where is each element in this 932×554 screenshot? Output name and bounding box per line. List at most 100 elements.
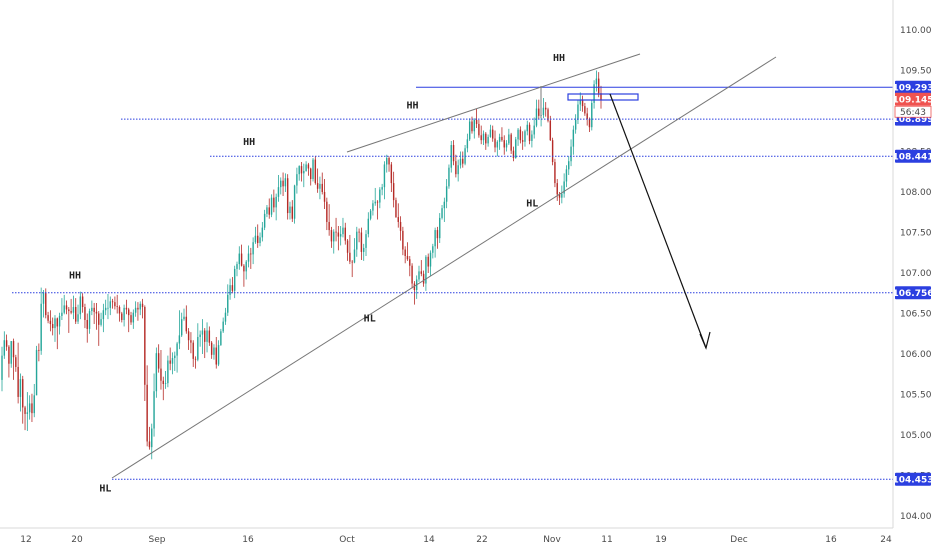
candle-body: [257, 236, 258, 243]
candle-body: [391, 164, 392, 183]
candle-body: [467, 139, 468, 148]
candle-body: [333, 232, 334, 242]
level-price-tag-text: 104.453: [893, 475, 932, 485]
candle-body: [255, 236, 256, 242]
candle-body: [589, 119, 590, 127]
candle-body: [15, 357, 16, 367]
candle-body: [128, 309, 129, 315]
candle-body: [508, 134, 509, 143]
y-tick-label: 105.000: [900, 431, 932, 441]
candle-body: [368, 219, 369, 234]
candle-body: [96, 312, 97, 314]
candle-body: [232, 285, 233, 291]
candle-body: [57, 318, 58, 326]
candle-body: [213, 348, 214, 355]
candle-body: [243, 266, 244, 272]
candle-body: [140, 304, 141, 310]
candle-body: [552, 140, 553, 162]
candle-body: [137, 308, 138, 310]
candle-body: [59, 316, 60, 327]
candle-body: [370, 211, 371, 219]
candle-body: [524, 131, 525, 142]
candle-body: [381, 187, 382, 189]
candle-body: [439, 218, 440, 238]
candle-body: [135, 308, 136, 313]
candle-body: [303, 171, 304, 173]
candle-body: [165, 383, 166, 384]
candle-body: [533, 126, 534, 135]
candle-body: [510, 134, 511, 150]
candle-body: [22, 379, 23, 407]
candle-body: [365, 234, 366, 248]
candle-body: [388, 158, 389, 164]
candle-body: [80, 296, 81, 314]
candle-body: [517, 130, 518, 140]
candle-body: [285, 178, 286, 186]
candle-body: [308, 164, 309, 168]
candle-body: [98, 314, 99, 325]
candle-body: [349, 253, 350, 262]
candle-body: [499, 137, 500, 142]
candle-body: [209, 331, 210, 343]
candle-body: [469, 122, 470, 140]
candle-body: [43, 292, 44, 303]
candle-body: [315, 160, 316, 183]
candle-body: [543, 108, 544, 115]
candle-body: [93, 308, 94, 312]
candle-body: [345, 228, 346, 241]
candle-body: [379, 190, 380, 203]
candle-body: [126, 308, 127, 310]
candle-body: [172, 358, 173, 364]
swing-label-hh: HH: [69, 271, 81, 282]
candle-body: [536, 109, 537, 126]
x-tick-label: Oct: [339, 535, 355, 545]
candle-body: [107, 308, 108, 309]
candle-body: [494, 139, 495, 148]
candle-body: [188, 331, 189, 340]
candle-body: [298, 166, 299, 174]
candle-body: [273, 198, 274, 208]
candle-body: [545, 108, 546, 110]
candle-body: [24, 407, 25, 413]
candle-body: [91, 308, 92, 311]
candle-body: [441, 208, 442, 218]
candle-body: [121, 314, 122, 320]
candle-body: [474, 120, 475, 131]
candle-body: [202, 331, 203, 335]
candle-body: [112, 301, 113, 302]
candle-body: [181, 319, 182, 335]
candle-body: [100, 319, 101, 325]
y-tick-label: 110.000: [900, 26, 932, 36]
candle-body: [393, 183, 394, 200]
candle-body: [372, 203, 373, 210]
candle-body: [227, 295, 228, 313]
candle-body: [448, 168, 449, 187]
candle-body: [457, 165, 458, 174]
candle-body: [324, 192, 325, 202]
candle-body: [591, 103, 592, 127]
candle-body: [351, 262, 352, 263]
candle-body: [280, 181, 281, 187]
candle-body: [220, 331, 221, 345]
candle-body: [497, 142, 498, 148]
candle-body: [167, 360, 168, 383]
candle-body: [222, 322, 223, 332]
candle-body: [142, 304, 143, 307]
candle-body: [287, 178, 288, 213]
candle-body: [342, 228, 343, 234]
candle-body: [259, 237, 260, 243]
candle-body: [31, 403, 32, 413]
candle-body: [361, 233, 362, 252]
x-tick-label: Nov: [543, 535, 561, 545]
candle-body: [561, 194, 562, 198]
candle-body: [453, 145, 454, 161]
swing-label-hh: HH: [407, 101, 419, 112]
candle-body: [568, 161, 569, 169]
candle-body: [476, 120, 477, 124]
candle-body: [322, 184, 323, 192]
candle-body: [289, 207, 290, 213]
x-tick-label: 19: [655, 535, 667, 545]
candle-body: [119, 307, 120, 313]
